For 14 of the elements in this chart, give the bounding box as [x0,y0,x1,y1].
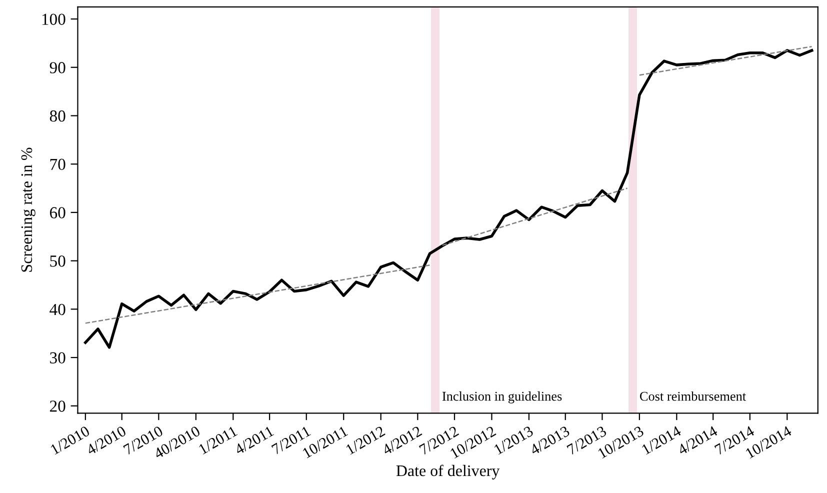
x-axis-title: Date of delivery [396,464,500,480]
band-label: Inclusion in guidelines [442,391,562,404]
y-tick-label: 30 [50,352,66,364]
y-tick-label: 20 [50,400,66,412]
y-tick-label: 80 [50,110,66,122]
line-series [84,49,814,349]
y-tick-label: 50 [50,255,66,267]
y-tick-label: 40 [50,304,66,316]
y-tick-label: 100 [42,14,66,25]
y-axis-title: Screening rate in % [21,148,36,272]
y-tick-label: 70 [50,158,66,170]
y-tick-label: 60 [50,207,66,218]
y-tick-label: 90 [50,62,66,74]
band-label: Cost reimbursement [640,391,746,401]
